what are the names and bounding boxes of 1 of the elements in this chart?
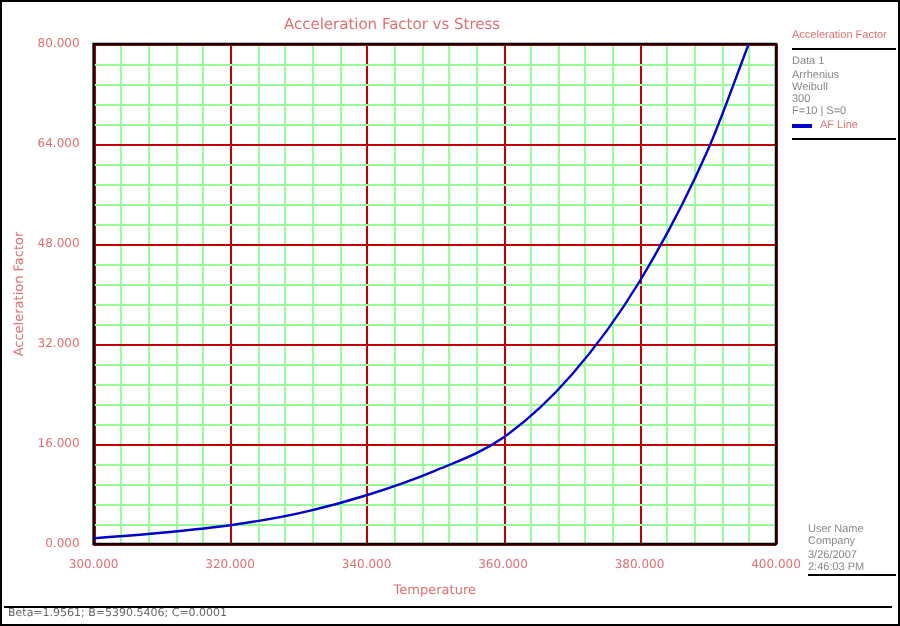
line-series <box>93 44 750 540</box>
